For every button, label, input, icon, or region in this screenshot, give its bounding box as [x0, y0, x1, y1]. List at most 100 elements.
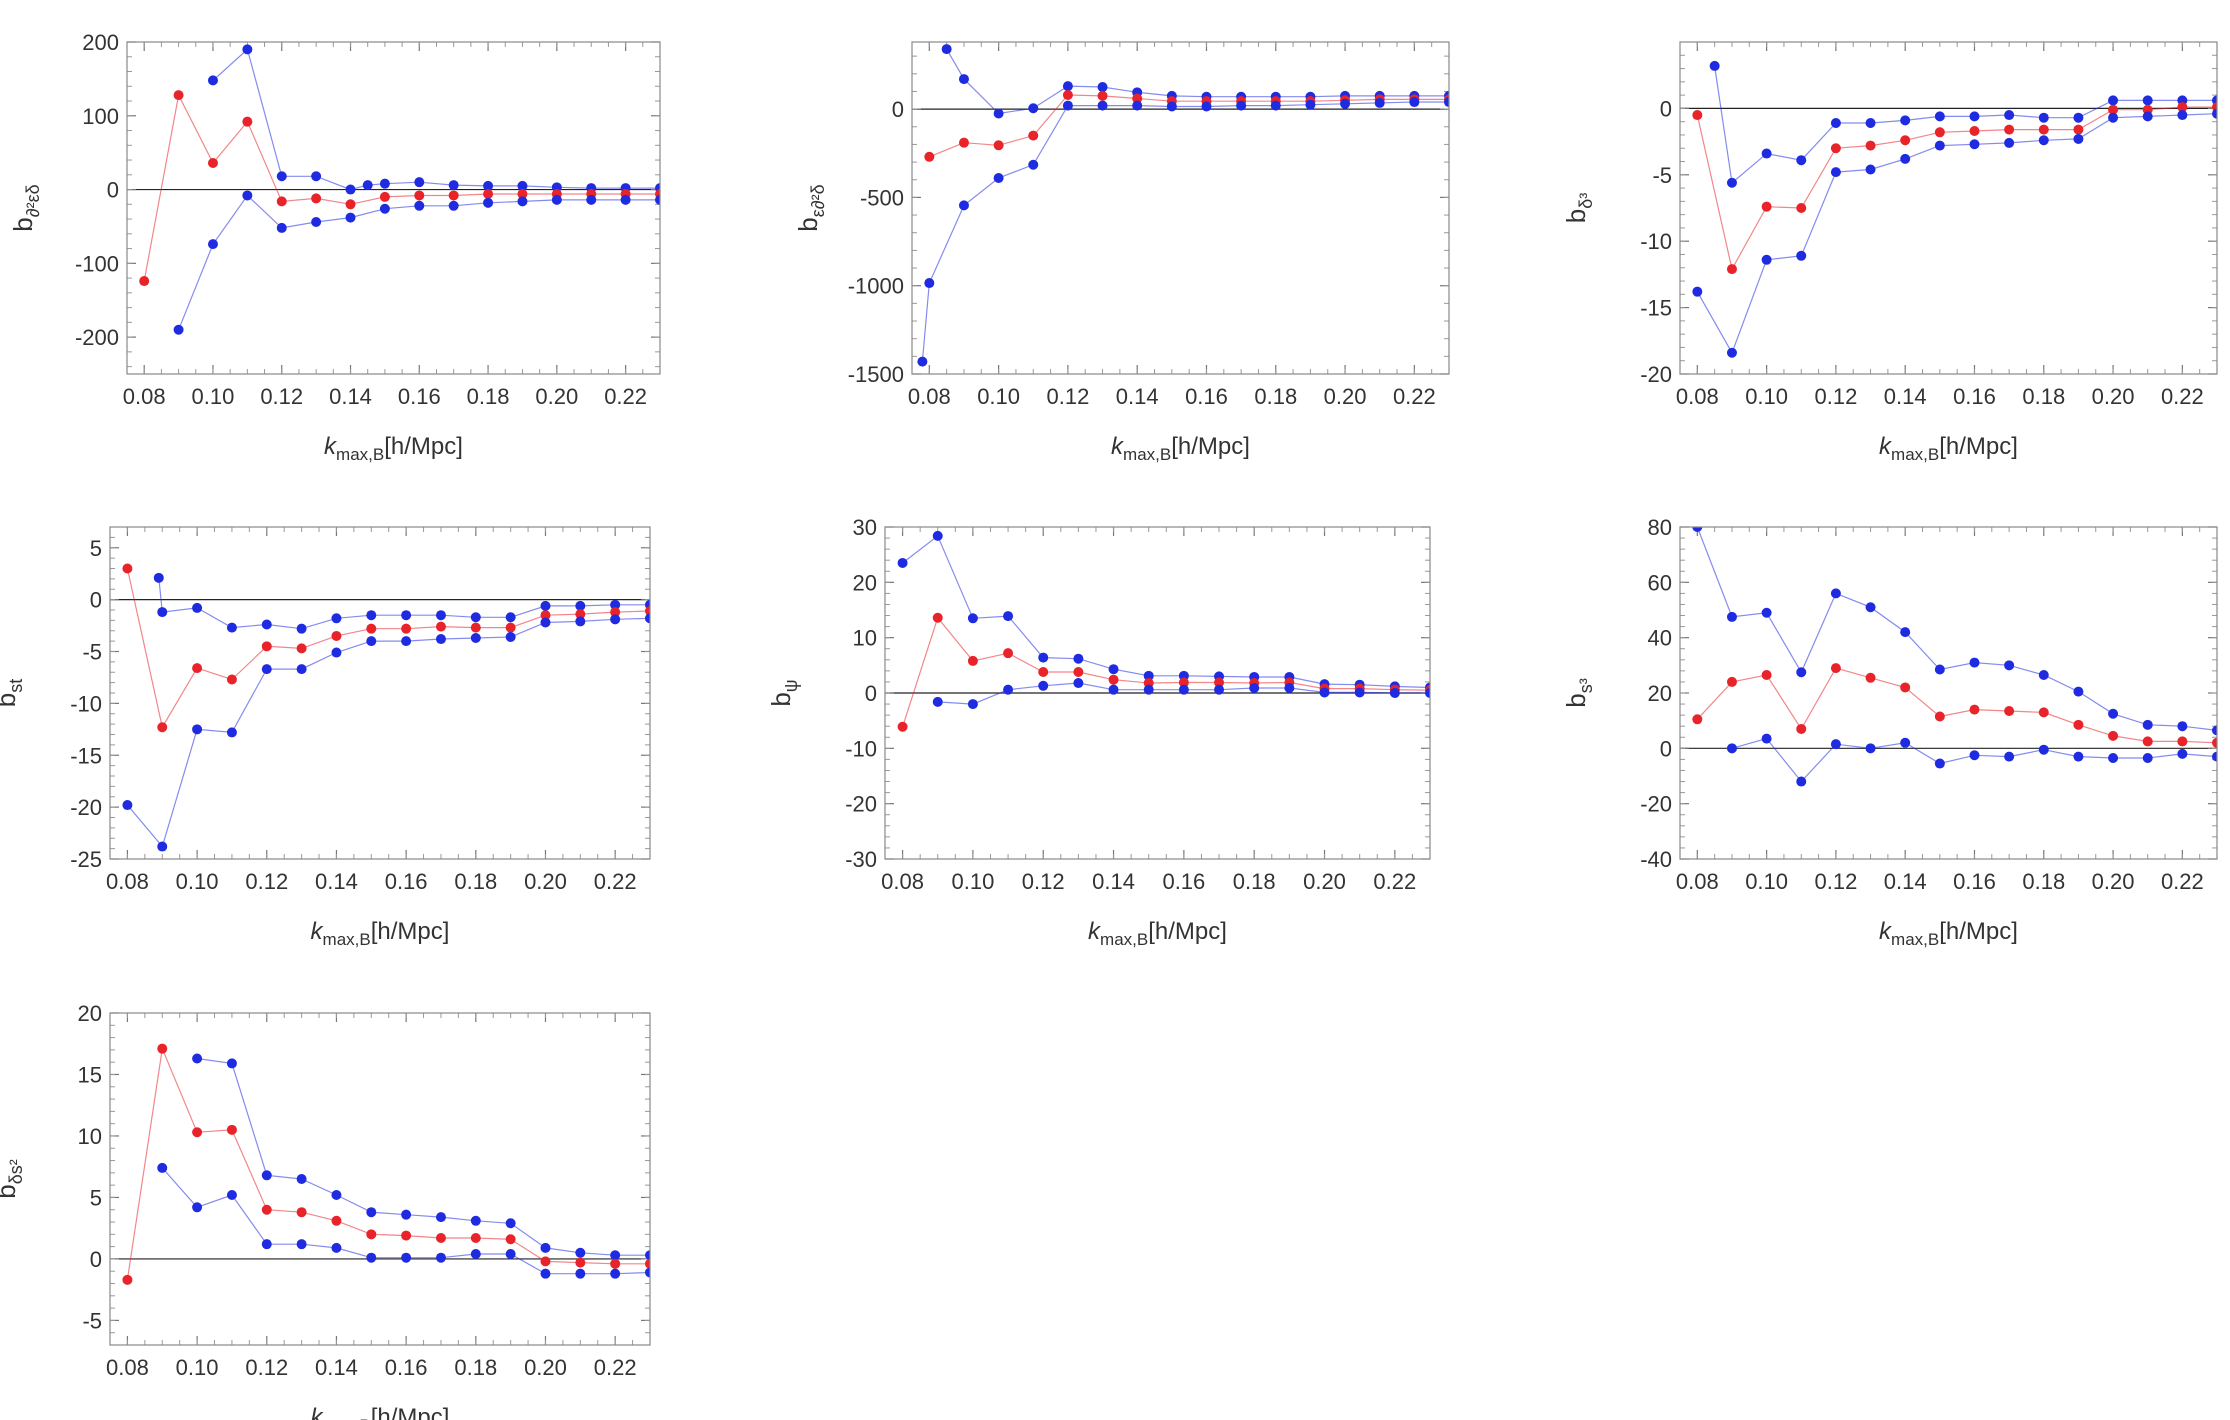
data-point-upper [1073, 653, 1084, 664]
data-point-upper [331, 1189, 342, 1200]
data-point-central [2177, 102, 2188, 113]
x-axis-label-main: k [311, 1404, 325, 1420]
data-point-central [1305, 96, 1316, 107]
x-tick-label: 0.20 [1303, 869, 1346, 894]
data-point-central [1062, 89, 1073, 100]
data-point-upper [1726, 177, 1737, 188]
ticks: 0.08 0.10 0.12 0.14 0.16 0.18 0.20 0.22 0 -5 -10 -1… [1640, 41, 2218, 409]
data-point-upper [1389, 681, 1400, 692]
y-tick-label: 200 [82, 30, 119, 55]
data-point-lower [1726, 347, 1737, 358]
ticks: 0.08 0.10 0.12 0.14 0.16 0.18 0.20 0.22 5 0 -5 -10 -… [70, 526, 651, 894]
series-line-upper [946, 48, 1449, 115]
x-tick-label: 0.18 [2022, 384, 2065, 409]
data-point-central [1900, 682, 1911, 693]
series-line-lower [126, 617, 650, 848]
data-point-upper [540, 600, 551, 611]
data-point-central [610, 607, 621, 618]
data-point-central [2073, 719, 2084, 730]
x-axis-label-unit: [h/Mpc] [1171, 433, 1250, 460]
y-axis-label-main: b [793, 217, 823, 231]
x-axis-label-main: k [1111, 433, 1125, 460]
data-point-central [645, 606, 650, 617]
data-point-central [242, 116, 253, 127]
data-point-upper [435, 610, 446, 621]
data-point-central [1178, 677, 1189, 688]
x-tick-label: 0.18 [2022, 869, 2065, 894]
x-axis-label: kmax,B[h/Mpc] [1088, 918, 1227, 949]
data-point-lower [1062, 100, 1073, 111]
data-point-central [967, 655, 978, 666]
data-point-upper [483, 180, 494, 191]
data-point-central [1726, 264, 1737, 275]
data-point-lower [967, 699, 978, 710]
x-tick-label: 0.18 [454, 1355, 497, 1380]
plot-area [1692, 60, 2217, 358]
data-point-central [1166, 96, 1177, 107]
plot-area [122, 563, 650, 852]
data-point-central [2038, 707, 2049, 718]
data-point-upper [1692, 527, 1703, 532]
y-tick-label: -200 [75, 325, 119, 350]
data-point-upper [401, 1209, 412, 1220]
x-tick-label: 0.14 [1092, 869, 1135, 894]
x-axis-label: kmax,B[h/Mpc] [311, 918, 450, 949]
y-tick-label: 60 [1648, 570, 1672, 595]
data-point-central [505, 622, 516, 633]
data-point-lower [414, 200, 425, 211]
y-tick-label: -5 [82, 640, 102, 665]
data-point-lower [1796, 250, 1807, 261]
data-point-lower [1003, 684, 1014, 695]
data-point-upper [1796, 155, 1807, 166]
x-axis-label-sub: max,B [323, 930, 371, 949]
series-line-lower [921, 101, 1449, 362]
x-axis-label-sub: max,B [1891, 445, 1939, 464]
y-tick-label: -10 [845, 736, 877, 761]
y-tick-label: 100 [82, 104, 119, 129]
x-tick-label: 0.14 [1116, 384, 1159, 409]
data-point-lower [1132, 100, 1143, 111]
data-point-upper [645, 599, 650, 610]
x-tick-label: 0.10 [1745, 869, 1788, 894]
y-tick-label: -1500 [848, 362, 904, 387]
x-tick-label: 0.20 [524, 1355, 567, 1380]
data-point-central [932, 612, 943, 623]
data-point-central [122, 563, 133, 574]
y-tick-label: 0 [107, 178, 119, 203]
data-point-lower [1692, 286, 1703, 297]
x-axis-label: kmax,B[h/Mpc] [324, 433, 463, 464]
data-point-lower [610, 614, 621, 625]
x-axis-label-unit: [h/Mpc] [371, 918, 450, 945]
y-axis-label-sub: st [6, 679, 26, 693]
x-tick-label: 0.16 [398, 384, 441, 409]
data-point-central [620, 188, 631, 199]
data-point-lower [2212, 751, 2217, 762]
data-point-upper [967, 613, 978, 624]
x-tick-label: 0.10 [1745, 384, 1788, 409]
data-point-upper [610, 599, 621, 610]
data-point-central [296, 643, 307, 654]
data-point-central [2212, 102, 2217, 113]
x-axis-label-unit: [h/Mpc] [1939, 918, 2018, 945]
data-point-upper [296, 1174, 307, 1184]
data-point-upper [1097, 82, 1108, 93]
data-point-central [470, 622, 481, 633]
y-tick-label: -100 [75, 251, 119, 276]
y-tick-label: 10 [78, 1124, 102, 1149]
data-point-upper [362, 180, 373, 191]
data-point-upper [366, 610, 377, 621]
data-point-lower [448, 200, 459, 211]
x-tick-label: 0.14 [315, 869, 358, 894]
data-point-lower [1236, 100, 1247, 111]
data-point-lower [435, 634, 446, 645]
x-tick-label: 0.22 [604, 384, 647, 409]
data-point-central [1865, 672, 1876, 683]
data-point-central [1761, 670, 1772, 681]
y-tick-label: 40 [1648, 626, 1672, 651]
data-point-central [1354, 683, 1365, 694]
data-point-lower [226, 1189, 237, 1200]
data-point-lower [1038, 680, 1049, 691]
